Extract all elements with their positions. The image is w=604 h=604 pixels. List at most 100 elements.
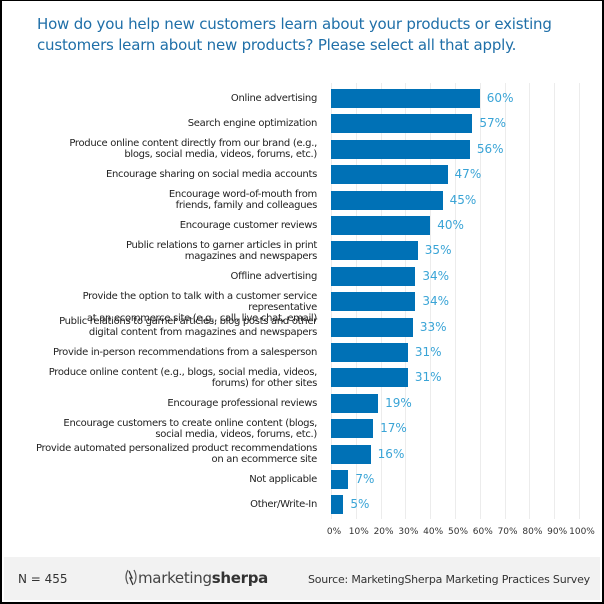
gridline bbox=[529, 83, 530, 519]
category-label: Search engine optimization bbox=[17, 118, 318, 130]
category-label: Other/Write-In bbox=[17, 499, 317, 510]
x-tick-label: 90% bbox=[547, 527, 568, 537]
category-label: Encourage sharing on social media accoun… bbox=[17, 169, 317, 180]
footer: N = 455 marketingsherpa Source: Marketin… bbox=[4, 557, 600, 600]
category-label-line: blogs, social media, videos, forums, etc… bbox=[124, 149, 317, 161]
x-tick-label: 60% bbox=[472, 527, 493, 537]
category-label-line: friends, family and colleagues bbox=[175, 200, 318, 212]
bar bbox=[331, 241, 418, 261]
x-tick-label: 50% bbox=[447, 527, 469, 537]
bar bbox=[331, 343, 408, 362]
x-tick-label: 10% bbox=[348, 527, 369, 537]
value-label: 34% bbox=[422, 294, 449, 309]
bar bbox=[331, 216, 431, 235]
x-tick-label: 20% bbox=[373, 527, 394, 537]
category-label-line: forums) for other sites bbox=[211, 377, 318, 389]
category-label: Online advertising bbox=[17, 93, 317, 104]
value-label: 47% bbox=[454, 167, 482, 182]
chart-title-line-1: How do you help new customers learn abou… bbox=[37, 15, 552, 33]
logo-text-bold: sherpa bbox=[211, 569, 269, 587]
category-label-line: Encourage customers to create online con… bbox=[63, 417, 317, 429]
category-label-line: Encourage sharing on social media accoun… bbox=[105, 169, 317, 181]
chart-title: How do you help new customers learn abou… bbox=[37, 14, 597, 56]
category-label: Encourage customer reviews bbox=[17, 220, 318, 231]
plot-area: 0% 10% 20% 30% 40% 50% 60% 70% 80% 90% 100% Online … bbox=[2, 1, 604, 557]
sample-size: N = 455 bbox=[18, 572, 68, 586]
value-label: 19% bbox=[385, 395, 412, 410]
value-label: 56% bbox=[476, 141, 504, 156]
category-label-line: magazines and newspapers bbox=[184, 250, 318, 262]
source-note: Source: MarketingSherpa Marketing Practi… bbox=[307, 573, 590, 586]
value-label: 31% bbox=[414, 370, 442, 385]
category-label: Provide automated personalized product r… bbox=[17, 443, 317, 465]
value-label: 60% bbox=[486, 91, 514, 105]
category-label-line: at an ecommerce site (e.g., call, live c… bbox=[86, 312, 317, 324]
category-label-line: Offline advertising bbox=[230, 270, 318, 282]
category-label-line: Online advertising bbox=[230, 93, 317, 104]
category-label: Provide in-person recommendations from a… bbox=[17, 347, 317, 358]
value-label: 7% bbox=[355, 472, 375, 486]
x-tick-label: 70% bbox=[497, 527, 518, 537]
gridline bbox=[579, 83, 580, 519]
bar bbox=[331, 470, 349, 489]
category-label-line: Search engine optimization bbox=[187, 118, 318, 130]
category-label: Encourage customers to create online con… bbox=[17, 418, 317, 440]
marketingsherpa-logo: marketingsherpa bbox=[124, 568, 268, 587]
value-label: 35% bbox=[424, 243, 452, 258]
category-label-line: Provide automated personalized product r… bbox=[35, 443, 317, 455]
category-label: Encourage word-of-mouth from friends, fam… bbox=[17, 189, 317, 211]
category-label-line: Encourage word-of-mouth from bbox=[168, 189, 317, 201]
bar bbox=[331, 89, 480, 108]
value-label: 16% bbox=[377, 446, 405, 461]
category-label: Provide the option to talk with a custom… bbox=[17, 291, 318, 324]
value-label: 57% bbox=[479, 116, 507, 131]
bar bbox=[331, 495, 344, 515]
bar bbox=[331, 114, 473, 134]
chart-title-line-2: customers learn about new products? Plea… bbox=[37, 36, 517, 54]
category-label-line: Produce online content (e.g., blogs, soc… bbox=[48, 366, 318, 378]
category-label-line: on an ecommerce site bbox=[211, 454, 318, 466]
category-label-line: Not applicable bbox=[249, 474, 317, 485]
category-label: Produce online content (e.g., blogs, soc… bbox=[17, 366, 318, 389]
bar bbox=[331, 165, 448, 185]
value-label: 34% bbox=[422, 268, 449, 283]
category-label-line: Public relations to garner articles in p… bbox=[125, 239, 317, 251]
category-label: Public relations to garner articles, blo… bbox=[17, 316, 317, 338]
category-label-line: Produce online content directly from our… bbox=[69, 138, 317, 150]
logo-text-light: marketing bbox=[138, 569, 212, 587]
bar bbox=[331, 292, 416, 312]
gridline bbox=[455, 83, 456, 519]
bar bbox=[331, 368, 408, 388]
category-label-line: Encourage professional reviews bbox=[167, 397, 317, 409]
category-label: Produce online content directly from our… bbox=[17, 138, 317, 160]
x-tick-label: 0% bbox=[326, 527, 342, 537]
value-label: 17% bbox=[380, 421, 407, 436]
value-label: 5% bbox=[350, 497, 370, 512]
category-label-line: Other/Write-In bbox=[250, 499, 317, 511]
category-label: Encourage professional reviews bbox=[17, 398, 317, 409]
bar bbox=[331, 190, 443, 210]
gridline bbox=[480, 83, 481, 519]
sherpa-logo-icon bbox=[125, 569, 137, 586]
category-label: Public relations to garner articles in p… bbox=[17, 240, 317, 262]
value-label: 45% bbox=[449, 192, 477, 207]
bar bbox=[331, 139, 470, 159]
x-tick-label: 40% bbox=[423, 527, 444, 537]
x-tick-label: 30% bbox=[398, 527, 419, 537]
category-label-line: digital content from magazines and newsp… bbox=[88, 327, 317, 339]
category-label: Offline advertising bbox=[17, 270, 318, 282]
x-tick-label: 80% bbox=[522, 527, 543, 537]
category-label-line: social media, videos, forums, etc.) bbox=[155, 428, 317, 440]
bar bbox=[331, 444, 371, 464]
gridline bbox=[554, 83, 555, 519]
bar bbox=[331, 393, 379, 413]
value-label: 33% bbox=[419, 319, 447, 334]
gridline bbox=[430, 83, 431, 519]
gridline bbox=[505, 83, 506, 519]
value-label: 40% bbox=[437, 218, 464, 232]
value-label: 31% bbox=[414, 345, 442, 359]
category-label: Not applicable bbox=[17, 474, 317, 485]
bar bbox=[331, 419, 374, 439]
category-label-line: Encourage customer reviews bbox=[179, 220, 318, 231]
